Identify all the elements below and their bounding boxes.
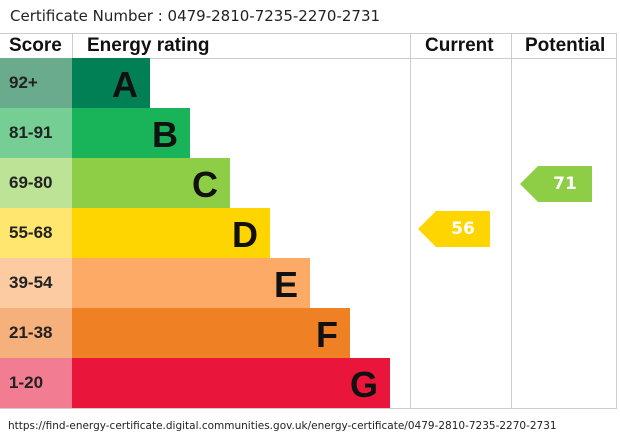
- score-range-a: 92+: [0, 58, 72, 108]
- divider: [410, 33, 411, 409]
- score-range-d: 55-68: [0, 208, 72, 258]
- certificate-url: https://find-energy-certificate.digital.…: [8, 420, 557, 432]
- header-top-border: [0, 33, 617, 34]
- rating-bar-d: D: [72, 208, 270, 258]
- certificate-number: Certificate Number : 0479-2810-7235-2270…: [10, 7, 381, 25]
- energy-rating-chart: Score Energy rating Current Potential 92…: [0, 33, 617, 409]
- score-range-e: 39-54: [0, 258, 72, 308]
- rating-bar-f: F: [72, 308, 350, 358]
- score-range-f: 21-38: [0, 308, 72, 358]
- score-range-c: 69-80: [0, 158, 72, 208]
- divider: [72, 33, 73, 58]
- rating-bar-c: C: [72, 158, 230, 208]
- divider: [616, 33, 617, 409]
- header-potential: Potential: [525, 35, 606, 56]
- divider: [511, 33, 512, 409]
- header-energy-rating: Energy rating: [87, 35, 210, 56]
- header-current: Current: [425, 35, 494, 56]
- potential-rating-arrow: 71: [520, 166, 592, 202]
- rating-bar-e: E: [72, 258, 310, 308]
- rating-bar-a: A: [72, 58, 150, 108]
- rating-bar-g: G: [72, 358, 390, 408]
- score-range-b: 81-91: [0, 108, 72, 158]
- current-rating-arrow: 56: [418, 211, 490, 247]
- header-score: Score: [9, 35, 62, 56]
- score-range-g: 1-20: [0, 358, 72, 408]
- rating-bar-b: B: [72, 108, 190, 158]
- chart-bottom-border: [0, 408, 617, 409]
- header-bottom-border: [0, 58, 617, 59]
